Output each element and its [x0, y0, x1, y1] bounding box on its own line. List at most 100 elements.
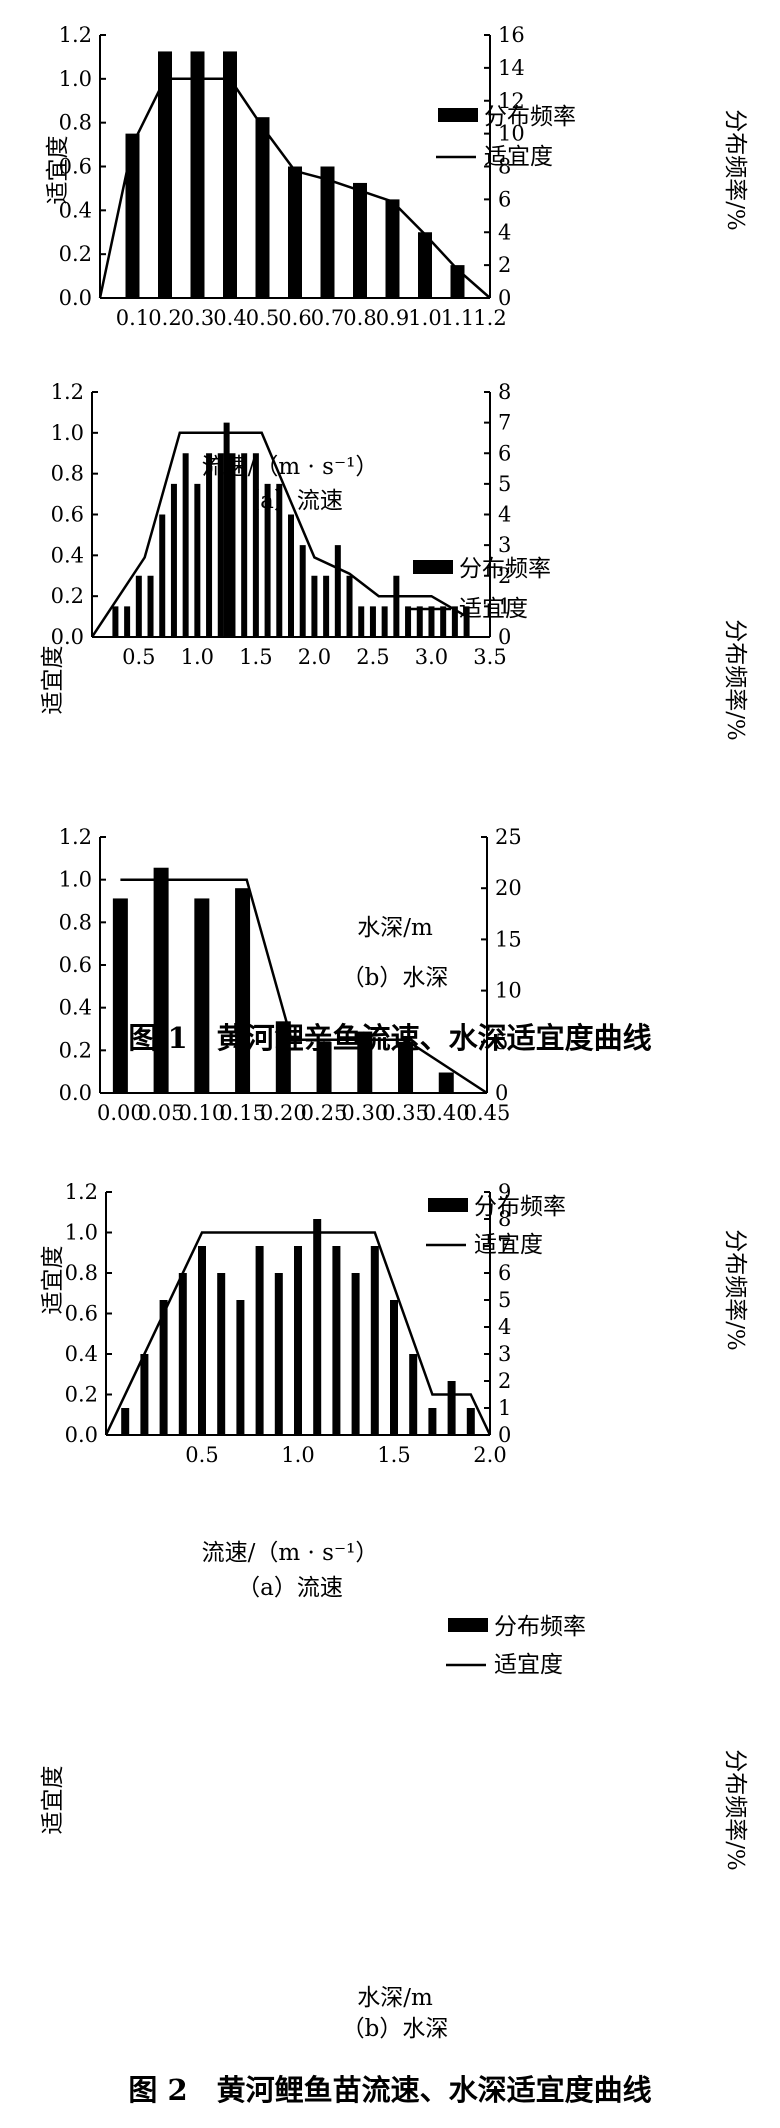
chart2-ytick-right-label: 7: [498, 411, 511, 435]
chart3-sublabel: （a）流速: [237, 1575, 343, 1601]
chart4-bar: [159, 1300, 168, 1435]
chart3-xtick-label: 0.00: [97, 1101, 144, 1125]
chart3-xtick-label: 0.30: [341, 1101, 388, 1125]
chart3-xtick-label: 0.15: [219, 1101, 266, 1125]
chart4-plot: 0.0 0.2 0.4 0.6 0.8 1.0 1.2 0 1 2 3 4 5 6 7 8 9 0.5 1.0 1.5…: [65, 1180, 511, 1667]
chart2-bar: [381, 606, 388, 637]
chart1-xtick-label: 1.0: [408, 306, 441, 330]
chart1-bar: [125, 133, 140, 298]
chart1-legend-bar-label: 分布频率: [484, 104, 576, 130]
chart3-xtick-label: 0.45: [464, 1101, 511, 1125]
chart2-bar: [124, 606, 131, 637]
chart2-legend-bar-swatch: [413, 560, 453, 574]
chart3-ylabel-left: 适宜度: [40, 1246, 66, 1315]
chart2-ytick-right-label: 2: [498, 564, 511, 588]
chart4-ytick-right-label: 4: [498, 1315, 511, 1339]
chart1-ytick-right-label: 16: [498, 23, 525, 47]
chart1-ytick-left-label: 0.8: [59, 111, 92, 135]
figure2-caption: 图 2 黄河鲤鱼苗流速、水深适宜度曲线: [128, 2073, 651, 2107]
chart4-bar: [390, 1300, 398, 1435]
chart2-ytick-left-label: 0.2: [51, 584, 84, 608]
chart2-bar: [252, 453, 259, 637]
chart3-xtick-label: 0.05: [138, 1101, 185, 1125]
chart2-ytick-right-label: 0: [498, 625, 511, 649]
chart4-legend-bar-label: 分布频率: [494, 1614, 586, 1640]
chart3-xlabel: 流速/（m · s⁻¹）: [202, 1540, 379, 1566]
chart2-ytick-left-label: 0.0: [51, 625, 84, 649]
chart1-ytick-left-label: 1.0: [59, 67, 92, 91]
chart4-ytick-right-label: 1: [498, 1396, 511, 1420]
chart1-ytick-right-label: 10: [498, 122, 525, 146]
figure1-caption: 图 1 黄河鲤亲鱼流速、水深适宜度曲线: [128, 1021, 651, 1055]
chart2-bar: [182, 453, 189, 637]
chart4-bar: [294, 1246, 302, 1435]
chart3-ytick-left-label: 0.6: [59, 953, 92, 977]
chart1-ytick-left-label: 0.6: [59, 155, 92, 179]
chart3-ytick-left-label: 1.2: [59, 825, 92, 849]
chart4-bar: [370, 1246, 379, 1435]
chart2-xtick-label: 3.0: [415, 645, 448, 669]
chart4-suitability-line: [104, 1231, 492, 1436]
chart4-ytick-left-label: 1.2: [65, 1180, 98, 1204]
chart2-bar: [299, 545, 306, 637]
chart2-ytick-right-label: 1: [498, 594, 511, 618]
chart3-bar: [194, 898, 210, 1093]
chart2-suitability-line: [90, 431, 468, 638]
chart3-ytick-left-label: 0.4: [59, 996, 92, 1020]
chart3-xtick-label: 0.35: [382, 1101, 429, 1125]
chart2-bar: [229, 453, 236, 637]
chart1-xtick-label: 0.1: [116, 306, 149, 330]
chart4-bar: [140, 1354, 149, 1435]
chart4-xlabel: 水深/m: [357, 1985, 433, 2011]
chart4-xtick-label: 1.0: [281, 1443, 314, 1467]
chart3-xtick-label: 0.10: [178, 1101, 225, 1125]
chart1-ytick-right-label: 14: [498, 56, 525, 80]
chart1-bar: [158, 51, 172, 298]
chart4-bar: [351, 1273, 360, 1435]
chart2-bar: [223, 422, 230, 637]
chart2-plot: 0.0 0.2 0.4 0.6 0.8 1.0 1.2 0 1 2 3 4 5 6 7 8 0.5 1.0 1.5 2…: [51, 380, 512, 669]
chart2-ytick-right-label: 6: [498, 441, 511, 465]
chart2-bar: [346, 575, 353, 637]
chart2-ytick-left-label: 0.6: [51, 503, 84, 527]
chart4-bar: [332, 1246, 341, 1435]
chart3-bar: [112, 898, 128, 1093]
chart4-bar: [409, 1354, 418, 1435]
chart1-ytick-right-label: 6: [498, 187, 511, 211]
chart2-legend-bar-label: 分布频率: [459, 556, 551, 582]
chart1-ytick-right-label: 4: [498, 220, 511, 244]
chart2-bar: [405, 606, 412, 637]
chart2-xtick-label: 3.5: [473, 645, 506, 669]
chart4-ytick-left-label: 0.6: [65, 1302, 98, 1326]
chart2-ylabel-right: 分布频率/%: [722, 619, 748, 741]
chart3-bar: [357, 1031, 373, 1093]
chart2-bar: [217, 453, 224, 637]
chart1-ytick-left-label: 1.2: [59, 23, 92, 47]
chart2-bar: [463, 606, 470, 637]
chart2-xtick-label: 1.0: [181, 645, 214, 669]
chart4-ytick-left-label: 1.0: [65, 1221, 98, 1245]
chart1-bar: [320, 166, 335, 298]
chart2-bar: [112, 606, 119, 637]
chart1-bar: [223, 51, 237, 298]
chart1-xtick-label: 1.1: [441, 306, 474, 330]
chart2-legend-line-label: 适宜度: [459, 596, 528, 622]
chart2-ytick-right-label: 8: [498, 380, 511, 404]
chart3-legend-bar-swatch: [428, 1198, 468, 1212]
chart4-ylabel-right: 分布频率/%: [722, 1749, 748, 1871]
chart4-bar: [313, 1219, 322, 1435]
chart4-ytick-left-label: 0.0: [65, 1423, 98, 1447]
chart1-xtick-label: 0.3: [181, 306, 214, 330]
chart2-xtick-label: 1.5: [239, 645, 272, 669]
chart2-bar: [147, 575, 154, 637]
chart1-xtick-label: 0.6: [278, 306, 311, 330]
chart1-xtick-label: 0.2: [148, 306, 181, 330]
chart1-xtick-label: 1.2: [473, 306, 506, 330]
chart1-xtick-label: 0.9: [376, 306, 409, 330]
chart1-bar: [385, 199, 400, 298]
chart1-ytick-left-label: 0.2: [59, 242, 92, 266]
chart3-xtick-label: 0.25: [301, 1101, 348, 1125]
